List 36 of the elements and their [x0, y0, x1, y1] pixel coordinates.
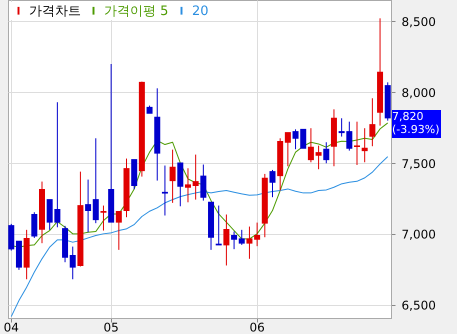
candlestick — [170, 149, 176, 204]
candlestick — [369, 98, 376, 147]
candlestick — [323, 142, 330, 164]
candlestick — [231, 231, 238, 250]
line-series — [10, 156, 388, 318]
y-tick-label: 6,500 — [402, 298, 436, 313]
x-tick-label: 06 — [249, 320, 265, 334]
y-tick-label: 7,500 — [402, 156, 436, 171]
candlestick — [116, 211, 122, 250]
candlestick — [362, 128, 368, 163]
candlestick — [177, 162, 184, 207]
candlestick — [284, 132, 291, 167]
y-tick-label: 8,500 — [402, 14, 436, 29]
candlestick — [238, 229, 245, 246]
y-tick-label: 7,000 — [402, 228, 436, 242]
candlestick — [346, 121, 352, 152]
candlestick — [92, 138, 99, 224]
legend-label: 가격이평 5 — [104, 4, 168, 19]
legend-label: 가격차트 — [29, 4, 81, 19]
candlestick — [223, 214, 230, 266]
candlestick — [200, 164, 206, 202]
candlestick — [162, 165, 168, 216]
text: 7,820 (-3.93%) — [392, 110, 440, 136]
y-tick-label: 8,000 — [402, 86, 436, 100]
candlestick — [85, 179, 92, 233]
x-tick-label: 04 — [4, 320, 19, 334]
candlestick — [216, 205, 222, 246]
candlestick — [54, 102, 60, 228]
legend-label: 20 — [192, 4, 209, 19]
candlestick — [354, 121, 360, 166]
candlestick — [31, 212, 38, 238]
candlestick — [46, 199, 53, 230]
candlestick — [100, 205, 106, 232]
candlestick — [338, 118, 345, 138]
candlestick — [269, 169, 276, 198]
x-tick-label: 05 — [104, 320, 119, 334]
